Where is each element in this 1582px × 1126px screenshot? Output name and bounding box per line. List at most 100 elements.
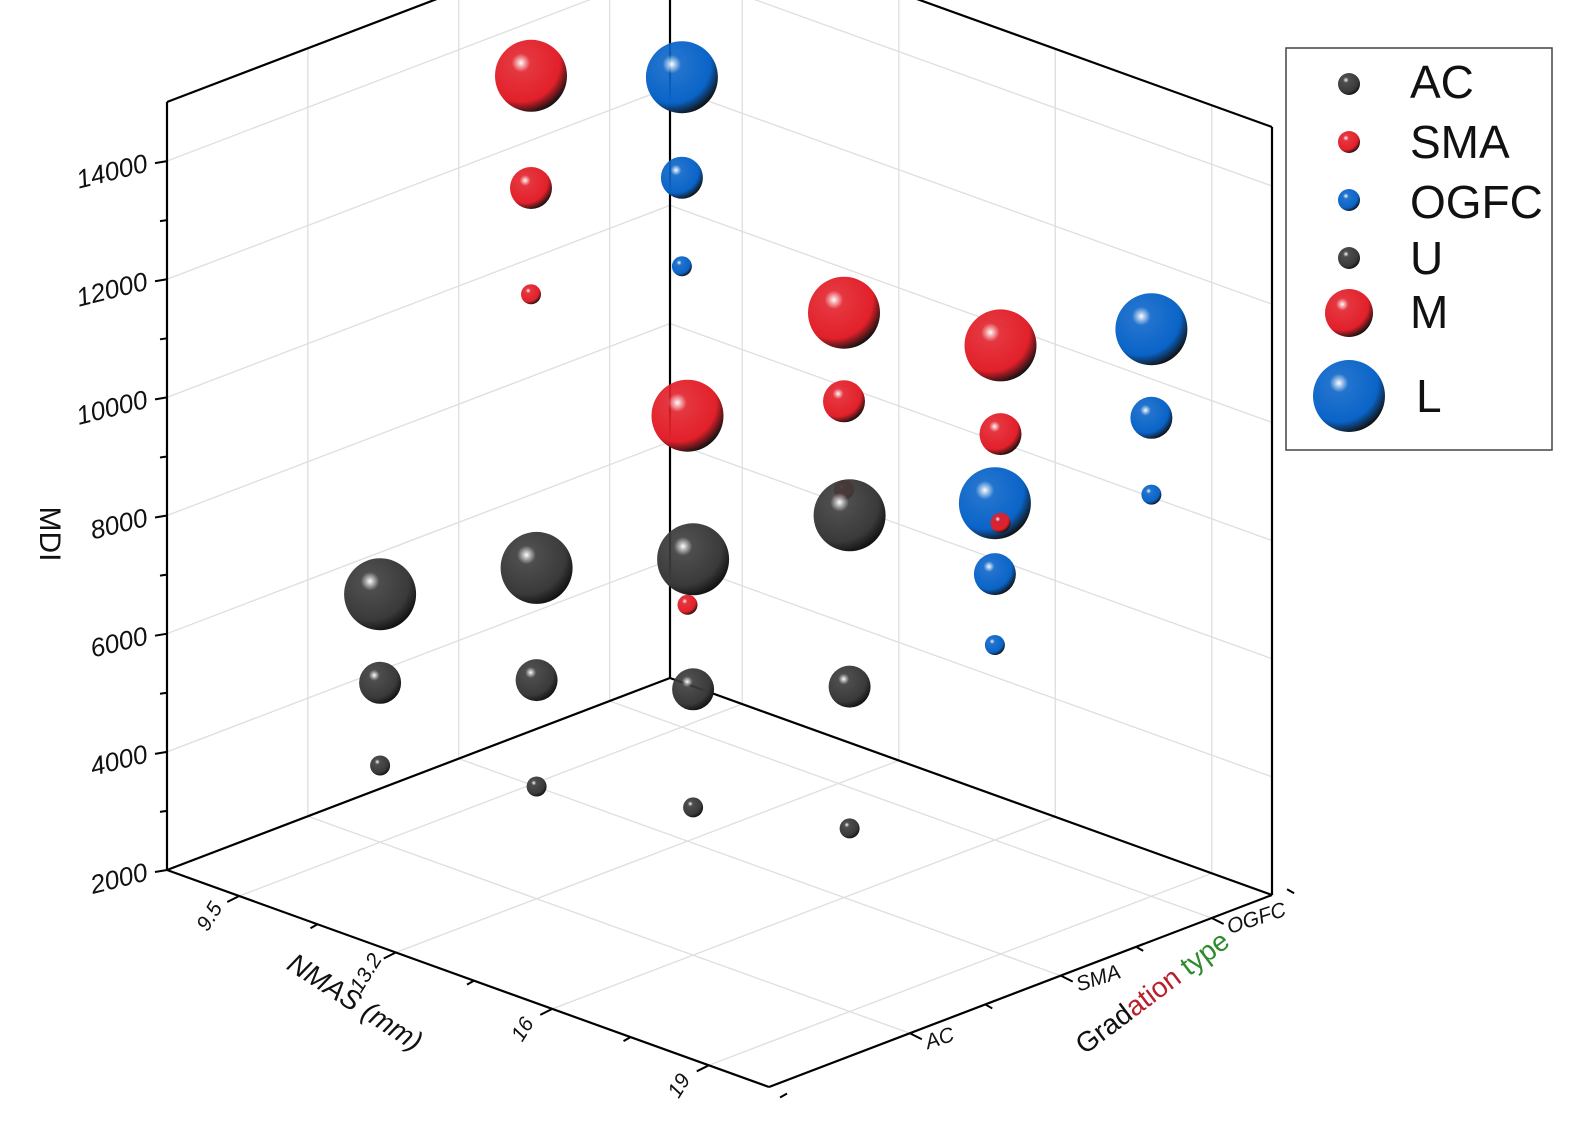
z-tick	[154, 514, 168, 519]
bubble-sma-u	[990, 512, 1011, 533]
bubble-ogfc-u	[671, 256, 692, 277]
x-axis-line	[166, 868, 770, 1089]
y-minor-tick	[1286, 888, 1295, 895]
grid-line	[166, 441, 671, 635]
x-tick	[696, 1064, 710, 1073]
grid-line	[166, 322, 671, 517]
y-tick	[1060, 974, 1074, 983]
legend-marker-l	[1313, 360, 1385, 432]
bubble-ogfc-u	[984, 635, 1005, 655]
bubble-sma-l	[495, 39, 567, 112]
x-tick-label: 16	[507, 1013, 539, 1045]
z-minor-tick	[159, 573, 168, 577]
grid-lines	[166, 0, 1273, 1066]
legend-marker-m	[1325, 289, 1373, 337]
bubble-sma-l	[651, 379, 724, 452]
z-tick	[154, 750, 168, 755]
bubble-sma-m	[979, 413, 1022, 456]
z-tick-label: 14000	[73, 148, 151, 195]
y-tick	[1211, 917, 1225, 925]
x-tick-label: 19	[663, 1070, 695, 1102]
legend-label-sma: SMA	[1410, 116, 1510, 168]
bubble-ogfc-l	[958, 467, 1031, 540]
legend-marker-ogfc	[1338, 189, 1360, 211]
bubble-ac-m	[828, 665, 871, 708]
y-minor-tick	[984, 1003, 993, 1010]
grid-line	[669, 322, 1273, 542]
grid-line	[669, 441, 1273, 660]
grid-line	[239, 703, 743, 897]
bubble-sma-l	[808, 276, 880, 349]
legend-marker-sma	[1338, 131, 1360, 153]
bubble-sma-m	[823, 380, 865, 423]
grid-line	[609, 700, 1212, 919]
bubble-ac-l	[657, 523, 730, 596]
grid-line	[307, 815, 911, 1034]
legend: AC SMA OGFC U M L	[1285, 47, 1553, 451]
bubble-layer	[344, 39, 1188, 839]
y-tick-label: OGFC	[1224, 898, 1290, 939]
floor-right-line	[669, 676, 1273, 897]
bubble-ogfc-m	[660, 156, 703, 199]
z-tick	[154, 869, 168, 873]
y-axis-line	[768, 893, 1273, 1089]
bubble-ac-u	[839, 818, 860, 839]
grid-line	[166, 559, 671, 753]
legend-label-u: U	[1410, 232, 1443, 284]
grid-line	[395, 759, 899, 954]
x-minor-tick	[623, 1036, 632, 1042]
grid-line	[669, 86, 1273, 305]
z-tick-label: 12000	[73, 266, 151, 313]
z-minor-tick	[159, 219, 168, 223]
x-tick	[226, 895, 240, 903]
legend-marker-u	[1338, 247, 1360, 269]
bubble-ac-l	[813, 479, 886, 552]
bubble-sma-l	[964, 309, 1037, 382]
bubble-ac-u	[370, 755, 391, 776]
x-minor-tick	[310, 923, 318, 930]
y-tick-label: SMA	[1073, 960, 1123, 996]
z-tick-label: 4000	[87, 738, 151, 781]
y-tick	[909, 1032, 923, 1041]
legend-label-ac: AC	[1410, 56, 1474, 108]
bubble-ac-u	[683, 797, 704, 818]
z-tick	[154, 632, 168, 637]
top-right-edge-line	[916, 0, 1273, 129]
z-minor-tick	[159, 455, 168, 459]
bubble-ogfc-l	[645, 41, 718, 114]
z-tick-label: 6000	[87, 620, 151, 663]
floor-back-line	[166, 676, 671, 872]
grid-line	[669, 559, 1273, 778]
z-minor-tick	[159, 337, 168, 341]
grid-line	[669, 204, 1273, 423]
grid-line	[166, 204, 671, 398]
z-tick	[154, 160, 168, 165]
bubble-sma-u	[677, 594, 698, 615]
legend-label-l: L	[1416, 370, 1442, 422]
bubble-ac-m	[515, 659, 558, 702]
legend-markers	[1313, 73, 1385, 432]
z-tick-label: 8000	[87, 502, 151, 545]
grid-line	[166, 86, 671, 280]
y-axis-title: Gradation type	[1070, 925, 1235, 1060]
legend-label-m: M	[1410, 286, 1448, 338]
z-axis-title: MDI	[33, 507, 66, 562]
legend-marker-ac	[1338, 73, 1360, 95]
grid-line	[753, 0, 1273, 187]
z-tick-labels: 2000 4000 6000 8000 10000 12000 14000	[73, 148, 151, 900]
bubble-ac-l	[500, 531, 573, 604]
x-tick	[383, 951, 397, 960]
bubble-sma-m	[510, 167, 552, 209]
bubble-ogfc-l	[1115, 293, 1188, 366]
bubble-ac-m	[672, 668, 715, 711]
y-minor-tick	[1135, 945, 1144, 952]
grid-line	[458, 758, 1061, 977]
grid-line	[166, 0, 591, 162]
bubble-ogfc-u	[1141, 484, 1162, 505]
x-tick	[539, 1007, 553, 1016]
top-left-edge-line	[166, 0, 438, 104]
grid-line	[708, 872, 1213, 1066]
z-tick	[154, 396, 168, 401]
x-tick-label: 9.5	[192, 898, 227, 935]
